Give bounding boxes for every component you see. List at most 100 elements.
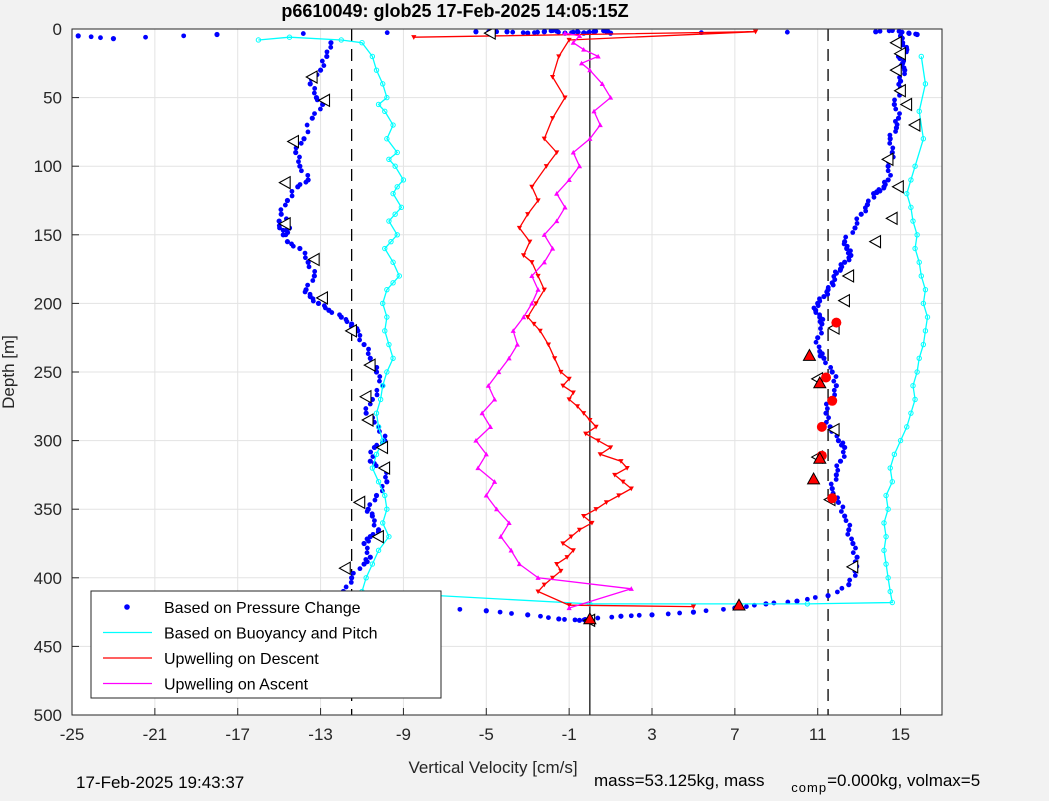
pressure-point bbox=[891, 101, 897, 108]
y-axis-label: Depth [m] bbox=[0, 335, 18, 409]
pressure-point bbox=[665, 611, 671, 617]
descent-point bbox=[549, 116, 556, 121]
pressure-point bbox=[366, 538, 371, 544]
legend-label: Based on Pressure Change bbox=[164, 600, 361, 617]
buoyancy-point bbox=[373, 67, 380, 73]
descent-point bbox=[589, 520, 595, 526]
ascent-point bbox=[506, 355, 512, 361]
buoyancy-point bbox=[904, 190, 910, 197]
buoyancy-point bbox=[887, 465, 893, 471]
descent-point bbox=[516, 225, 523, 231]
pressure-point bbox=[315, 300, 322, 306]
pressure-point bbox=[290, 243, 296, 249]
pressure-point bbox=[302, 250, 308, 256]
pressure-point bbox=[280, 227, 286, 233]
pressure-point bbox=[850, 540, 856, 547]
pressure-point bbox=[828, 481, 834, 487]
descent-point bbox=[535, 198, 541, 204]
descent-point bbox=[624, 465, 630, 471]
pressure-point bbox=[363, 406, 369, 411]
pressure-point bbox=[300, 31, 306, 36]
pressure-point bbox=[284, 239, 291, 245]
pressure-point bbox=[871, 194, 877, 200]
pressure-point bbox=[349, 575, 355, 581]
buoyancy-point bbox=[916, 259, 922, 265]
y-tick-label: 500 bbox=[34, 706, 62, 725]
ascent-point bbox=[597, 122, 603, 128]
buoyancy-point bbox=[922, 81, 929, 87]
footer-mass-text: mass=53.125kg, mass bbox=[594, 771, 765, 790]
pressure-point bbox=[586, 29, 592, 35]
open-triangle-marker bbox=[868, 234, 882, 249]
x-tick-label: -5 bbox=[479, 725, 494, 744]
pressure-point bbox=[834, 589, 840, 595]
pressure-point bbox=[838, 509, 844, 514]
pressure-point bbox=[556, 29, 561, 35]
ascent-point bbox=[483, 451, 489, 457]
pressure-point bbox=[361, 561, 367, 567]
open-triangle-marker bbox=[371, 529, 384, 544]
y-tick-label: 300 bbox=[34, 432, 62, 451]
pressure-point bbox=[846, 582, 852, 588]
y-tick-label: 150 bbox=[34, 226, 62, 245]
buoyancy-point bbox=[380, 81, 386, 87]
pressure-point bbox=[847, 577, 853, 583]
pressure-point bbox=[338, 314, 344, 320]
ascent-point bbox=[549, 245, 556, 251]
descent-point bbox=[593, 507, 599, 512]
pressure-point bbox=[813, 339, 819, 345]
buoyancy-point bbox=[912, 245, 918, 252]
pressure-point bbox=[293, 149, 299, 156]
pressure-point bbox=[328, 44, 334, 50]
buoyancy-point bbox=[396, 273, 402, 279]
pressure-point bbox=[110, 36, 117, 42]
ascent-point bbox=[491, 479, 498, 484]
descent-point bbox=[543, 164, 549, 169]
pressure-point bbox=[821, 355, 827, 361]
descent-point bbox=[583, 431, 589, 437]
descent-point bbox=[581, 411, 587, 416]
descent-point bbox=[570, 390, 576, 396]
ascent-point bbox=[479, 410, 485, 416]
buoyancy-point bbox=[912, 396, 918, 403]
pressure-point bbox=[296, 159, 301, 165]
pressure-point bbox=[852, 225, 858, 231]
legend-label: Upwelling on Ascent bbox=[164, 677, 309, 694]
pressure-point bbox=[831, 378, 837, 384]
descent-point bbox=[574, 404, 581, 409]
pressure-point bbox=[885, 163, 891, 169]
pressure-point bbox=[744, 604, 749, 610]
ascent-point bbox=[566, 177, 572, 182]
ascent-point bbox=[494, 506, 500, 512]
buoyancy-point bbox=[392, 163, 398, 169]
pressure-point bbox=[811, 305, 817, 311]
pressure-point bbox=[881, 179, 887, 185]
buoyancy-point bbox=[382, 492, 388, 499]
open-triangle-marker bbox=[305, 70, 318, 84]
descent-point bbox=[587, 417, 593, 423]
buoyancy-point bbox=[920, 300, 927, 307]
pressure-point bbox=[595, 615, 601, 621]
pressure-point bbox=[835, 438, 842, 444]
descent-point bbox=[556, 54, 562, 60]
pressure-point bbox=[853, 545, 858, 551]
red-dot-marker bbox=[827, 493, 838, 504]
legend-label: Based on Buoyancy and Pitch bbox=[164, 626, 377, 643]
buoyancy-point bbox=[885, 506, 891, 512]
pressure-point bbox=[823, 360, 828, 366]
pressure-point bbox=[887, 136, 893, 142]
pressure-point bbox=[833, 477, 839, 482]
pressure-point bbox=[383, 474, 388, 480]
pressure-point bbox=[890, 145, 896, 151]
pressure-point bbox=[372, 497, 378, 503]
buoyancy-point bbox=[255, 37, 262, 43]
descent-point bbox=[549, 575, 556, 581]
buoyancy-point bbox=[398, 204, 405, 211]
x-tick-label: 3 bbox=[647, 725, 656, 744]
pressure-point bbox=[361, 540, 367, 547]
buoyancy-point bbox=[373, 410, 380, 416]
pressure-point bbox=[367, 355, 373, 361]
pressure-point bbox=[310, 278, 316, 283]
pressure-point bbox=[546, 615, 551, 620]
y-tick-label: 350 bbox=[34, 500, 62, 519]
